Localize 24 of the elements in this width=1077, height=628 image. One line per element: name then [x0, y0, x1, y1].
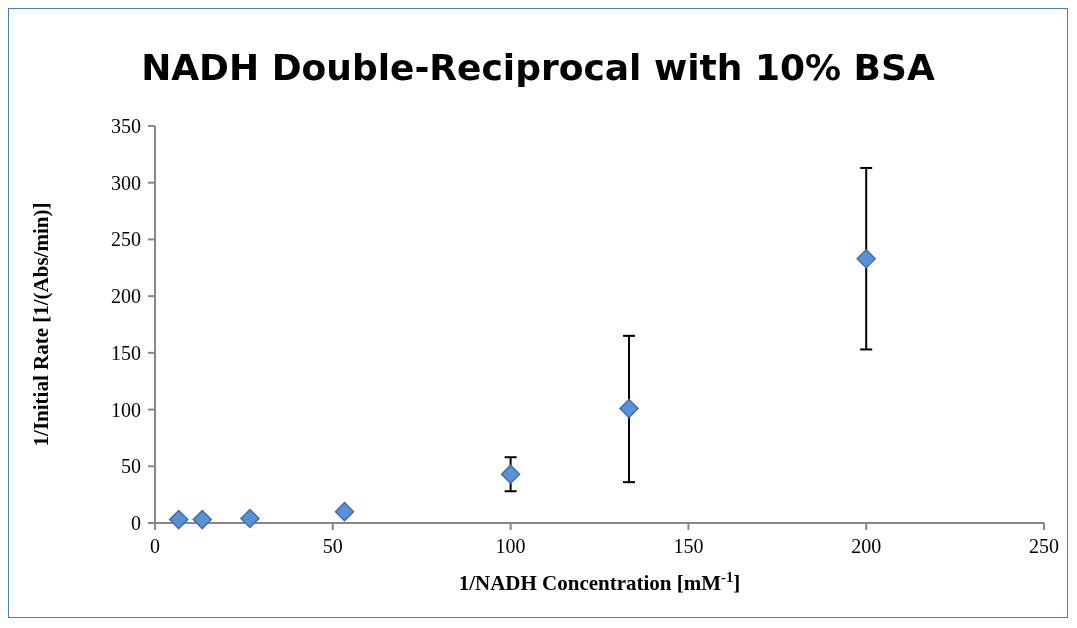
- x-tick-label: 250: [1029, 535, 1059, 557]
- y-tick-label: 200: [111, 285, 141, 308]
- y-tick-label: 150: [111, 341, 141, 364]
- point: [240, 508, 260, 529]
- x-tick-label: 0: [150, 535, 160, 557]
- x-tick-label: 100: [495, 535, 526, 557]
- x-tick-label: 200: [851, 535, 882, 557]
- point: [334, 501, 355, 522]
- point: [619, 398, 639, 419]
- point: [192, 509, 213, 530]
- x-tick-label: 150: [673, 535, 704, 557]
- y-tick-label: 50: [121, 455, 141, 478]
- y-tick-label: 100: [111, 398, 141, 421]
- x-axis-title: 1/NADH Concentration [mM$^{-1}$]: [458, 569, 741, 595]
- chart-title: NADH Double-Reciprocal with 10% BSA: [141, 47, 935, 88]
- point: [856, 248, 876, 269]
- x-tick-label: 50: [322, 535, 343, 557]
- y-tick-label: 350: [111, 115, 141, 137]
- y-axis-title: 1/Initial Rate [1/(Abs/min)]: [29, 202, 53, 447]
- y-tick-label: 250: [111, 228, 141, 251]
- y-tick-label: 0: [131, 512, 141, 534]
- point: [168, 509, 189, 530]
- y-tick-label: 300: [111, 171, 141, 194]
- point: [500, 464, 521, 484]
